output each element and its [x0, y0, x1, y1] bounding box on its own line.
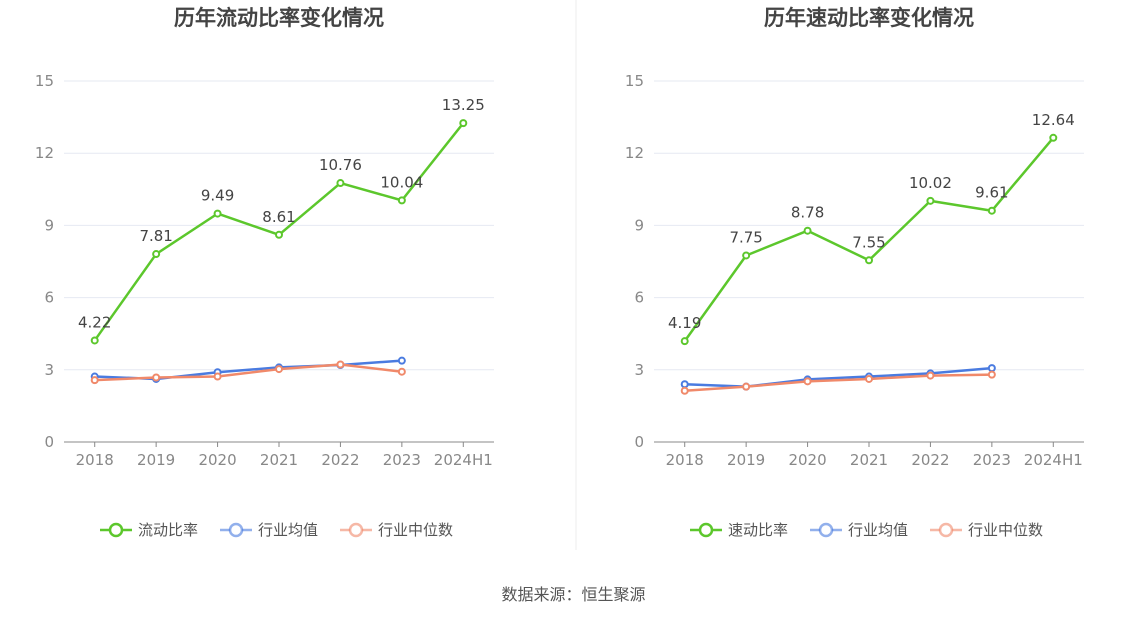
data-point — [213, 209, 222, 218]
legend-label: 流动比率 — [138, 521, 198, 539]
series-line — [684, 373, 992, 392]
x-tick-label: 2021 — [850, 451, 888, 469]
x-tick-label: 2022 — [911, 451, 949, 469]
data-point — [275, 230, 283, 239]
data-point — [803, 226, 812, 235]
current-ratio-chart: 历年流动比率变化情况 0 3 6 9 12 15 2018 2019 2020 2021 2022 20… — [35, 6, 494, 539]
data-label: 10.04 — [380, 173, 423, 191]
data-point — [397, 367, 406, 376]
data-point — [987, 364, 996, 373]
y-tick-label: 3 — [634, 361, 644, 379]
legend-marker — [108, 522, 124, 538]
x-tick-label: 2023 — [383, 451, 421, 469]
data-label: 10.02 — [909, 174, 952, 192]
data-point — [926, 196, 935, 205]
y-tick-label: 6 — [44, 289, 54, 307]
x-tick-label: 2019 — [727, 451, 765, 469]
data-point — [275, 365, 283, 374]
data-point — [152, 373, 161, 382]
data-label: 4.22 — [78, 313, 111, 331]
data-point — [90, 376, 99, 385]
y-tick-label: 9 — [634, 216, 644, 234]
data-point — [459, 119, 468, 128]
y-tick-label: 3 — [44, 361, 54, 379]
data-label: 10.76 — [319, 156, 362, 174]
x-tick-label: 2023 — [973, 451, 1011, 469]
data-label: 8.78 — [791, 204, 824, 222]
data-label: 7.75 — [729, 228, 762, 246]
y-tick-label: 9 — [44, 216, 54, 234]
legend-label: 行业均值 — [848, 521, 908, 539]
x-tick-label: 2020 — [788, 451, 826, 469]
y-tick-label: 15 — [625, 72, 644, 90]
data-point — [987, 370, 996, 379]
data-label: 9.49 — [201, 187, 234, 205]
x-tick-label: 2020 — [198, 451, 236, 469]
data-point — [865, 256, 873, 265]
x-tick-label: 2018 — [76, 451, 114, 469]
data-label: 8.61 — [262, 208, 295, 226]
legend-label: 行业均值 — [258, 521, 318, 539]
data-label: 13.25 — [442, 96, 485, 114]
chart-title: 历年流动比率变化情况 — [174, 6, 384, 30]
data-point — [336, 360, 345, 369]
data-label: 12.64 — [1032, 111, 1075, 129]
data-point — [397, 196, 406, 205]
data-point — [742, 251, 751, 260]
y-tick-label: 12 — [625, 144, 644, 162]
legend-marker — [348, 522, 364, 538]
data-point — [742, 382, 751, 391]
x-tick-label: 2024H1 — [1024, 451, 1083, 469]
x-tick-label: 2022 — [321, 451, 359, 469]
y-tick-label: 12 — [35, 144, 54, 162]
data-point — [926, 371, 935, 380]
data-label: 4.19 — [668, 314, 701, 332]
data-label: 9.61 — [975, 184, 1008, 202]
data-point — [152, 250, 161, 259]
x-tick-label: 2019 — [137, 451, 175, 469]
legend-label: 行业中位数 — [378, 521, 453, 539]
data-point — [336, 179, 345, 188]
data-point — [397, 356, 406, 365]
x-tick-label: 2024H1 — [434, 451, 493, 469]
data-point — [680, 380, 689, 389]
y-tick-label: 0 — [634, 433, 644, 451]
legend-marker — [698, 522, 714, 538]
data-point — [1049, 133, 1058, 142]
data-point — [680, 386, 689, 395]
chart-title: 历年速动比率变化情况 — [764, 6, 974, 30]
y-tick-label: 0 — [44, 433, 54, 451]
legend-marker — [228, 522, 244, 538]
data-point — [865, 374, 873, 383]
data-point — [680, 337, 689, 346]
data-point — [213, 372, 222, 381]
legend-marker — [818, 522, 834, 538]
legend-label: 行业中位数 — [968, 521, 1043, 539]
y-tick-label: 6 — [634, 289, 644, 307]
x-tick-label: 2021 — [260, 451, 298, 469]
series-line — [684, 366, 992, 388]
y-tick-label: 15 — [35, 72, 54, 90]
data-label: 7.81 — [139, 227, 172, 245]
legend-label: 速动比率 — [728, 521, 788, 539]
data-point — [803, 377, 812, 386]
data-source-note: 数据来源：恒生聚源 — [501, 585, 646, 604]
data-label: 7.55 — [852, 233, 885, 251]
x-tick-label: 2018 — [666, 451, 704, 469]
data-point — [90, 336, 99, 345]
data-point — [987, 206, 996, 215]
quick-ratio-chart: 历年速动比率变化情况 0 3 6 9 12 15 2018 2019 2020 2021 2022 20… — [625, 6, 1084, 539]
legend-marker — [938, 522, 954, 538]
series-line — [94, 363, 403, 382]
